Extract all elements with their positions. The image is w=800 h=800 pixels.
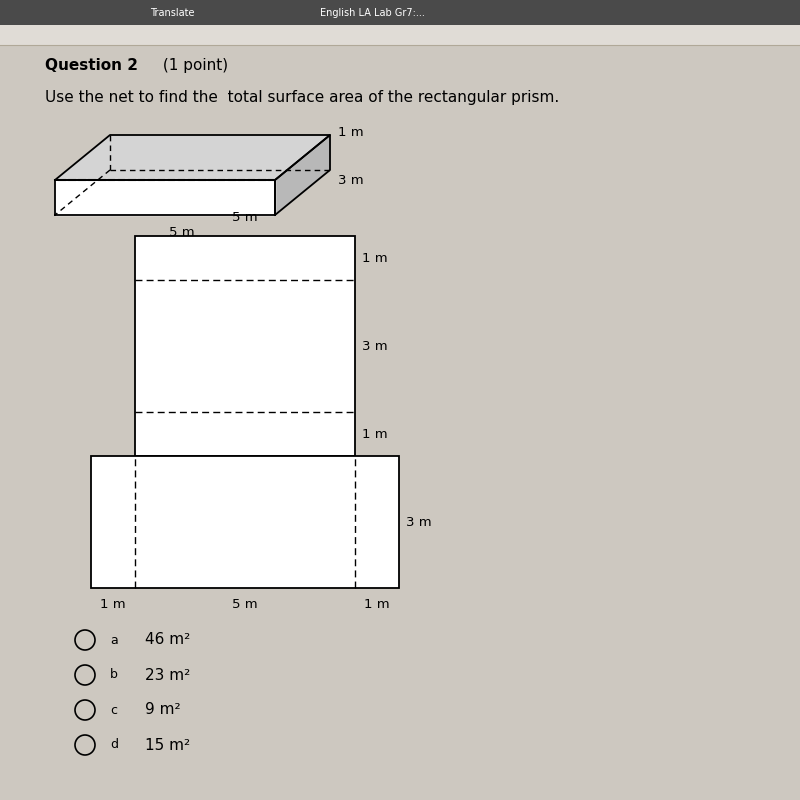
Text: b: b — [110, 669, 118, 682]
Text: 1 m: 1 m — [362, 427, 388, 441]
Text: d: d — [110, 738, 118, 751]
Text: 15 m²: 15 m² — [145, 738, 190, 753]
Text: 23 m²: 23 m² — [145, 667, 190, 682]
Text: 46 m²: 46 m² — [145, 633, 190, 647]
Text: 1 m: 1 m — [362, 251, 388, 265]
Text: Question 2: Question 2 — [45, 58, 138, 73]
Text: c: c — [110, 703, 117, 717]
Bar — [135, 236, 355, 456]
Text: Use the net to find the  total surface area of the rectangular prism.: Use the net to find the total surface ar… — [45, 90, 559, 105]
Text: a: a — [110, 634, 118, 646]
Polygon shape — [55, 180, 275, 215]
Text: 3 m: 3 m — [338, 174, 364, 186]
Text: 5 m: 5 m — [232, 598, 258, 611]
Text: 3 m: 3 m — [362, 339, 388, 353]
Text: 5 m: 5 m — [169, 226, 194, 238]
Text: Translate: Translate — [150, 9, 194, 18]
Bar — [0, 0, 800, 25]
Text: 1 m: 1 m — [100, 598, 126, 611]
Polygon shape — [55, 135, 330, 180]
Text: 9 m²: 9 m² — [145, 702, 181, 718]
Text: 3 m: 3 m — [406, 515, 432, 529]
Text: 5 m: 5 m — [232, 211, 258, 224]
Text: English LA Lab Gr7:...: English LA Lab Gr7:... — [320, 9, 425, 18]
Text: (1 point): (1 point) — [158, 58, 228, 73]
Bar — [91, 456, 399, 588]
Text: 1 m: 1 m — [338, 126, 364, 138]
Bar — [0, 25, 800, 45]
Text: 1 m: 1 m — [364, 598, 390, 611]
Polygon shape — [275, 135, 330, 215]
